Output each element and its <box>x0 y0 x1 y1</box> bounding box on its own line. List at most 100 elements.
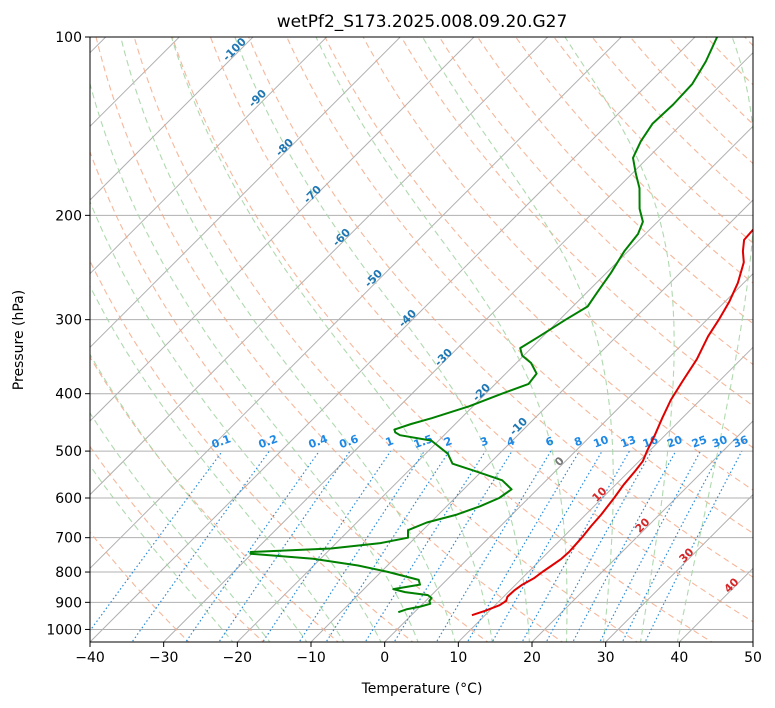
mixing-ratio-label: 0.4 <box>307 432 330 451</box>
moist-adiabat-line <box>90 464 234 642</box>
isotherm-line <box>90 37 475 422</box>
moist-adiabat-line <box>315 37 568 642</box>
y-tick-label: 700 <box>55 531 82 547</box>
adiabat-label: 20 <box>633 515 653 535</box>
x-tick-label: 20 <box>523 650 541 666</box>
moist-adiabat-line <box>120 37 456 642</box>
adiabat-label: 10 <box>590 484 610 504</box>
x-tick-label: 30 <box>597 650 615 666</box>
dry-adiabat-line <box>667 37 753 125</box>
mixing-ratio-label: 6 <box>544 434 556 449</box>
mixing-ratio-line <box>262 450 392 642</box>
isotherm-line <box>531 420 753 642</box>
mixing-ratio-line <box>325 450 450 642</box>
isotherm-line <box>90 37 623 570</box>
moist-adiabat-line <box>170 37 493 642</box>
isotherm-line <box>90 37 181 128</box>
x-tick-label: −40 <box>75 650 105 666</box>
dry-adiabat-line <box>400 37 753 407</box>
dry-adiabat-line <box>90 150 489 642</box>
mixing-ratio-label: 0.2 <box>257 432 280 451</box>
x-tick-label: 50 <box>744 650 762 666</box>
isotherm-line <box>90 37 696 642</box>
y-tick-label: 400 <box>55 387 82 403</box>
x-axis-ticks: −40 −30 −20 −10 0 10 20 30 40 50 <box>75 642 762 666</box>
dry-adiabat-line <box>705 37 753 86</box>
y-tick-label: 1000 <box>46 622 82 638</box>
y-tick-label: 500 <box>55 444 82 460</box>
mixing-ratio-line <box>435 450 552 642</box>
moist-adiabat-line <box>90 353 308 642</box>
dry-adiabat-line <box>438 37 753 366</box>
dry-adiabat-line <box>209 37 753 623</box>
dewpoint-line <box>249 37 719 614</box>
mixing-ratio-line <box>298 450 425 642</box>
dry-adiabat-line <box>324 37 753 491</box>
isotherm-line <box>457 346 753 642</box>
mixing-ratio-line <box>466 450 580 642</box>
isotherm-line <box>90 37 254 201</box>
mixing-ratio-label: 3 <box>478 434 490 449</box>
moist-adiabat-line <box>90 412 271 642</box>
mixing-ratio-label: 30 <box>710 433 729 451</box>
background-line-labels: 0.1 0.2 0.4 0.6 1 1.5 2 3 4 6 8 10 13 16 20 25 30 36-100-… <box>210 35 750 596</box>
mixing-ratio-line <box>644 450 743 642</box>
moist-adiabat-line <box>90 200 382 642</box>
dry-adiabat-line <box>95 37 564 642</box>
mixing-ratio-label: 25 <box>690 433 709 450</box>
y-tick-label: 200 <box>55 208 82 224</box>
mixing-ratio-label: 0.1 <box>210 432 233 451</box>
temperature-line <box>471 228 753 617</box>
x-tick-label: 40 <box>670 650 688 666</box>
isotherm-line <box>90 37 402 349</box>
y-tick-label: 900 <box>55 595 82 611</box>
mixing-ratio-line <box>185 450 320 642</box>
adiabat-label: -60 <box>330 226 353 249</box>
mixing-ratio-label: 4 <box>505 434 517 449</box>
isotherm-line <box>90 37 328 275</box>
plot-frame <box>89 36 754 643</box>
isotherm-line <box>752 641 753 642</box>
y-axis-label: Pressure (hPa) <box>11 290 27 390</box>
isotherm-line <box>90 37 549 496</box>
dry-adiabat-line <box>770 24 775 645</box>
mixing-ratio-label: 8 <box>572 434 584 449</box>
moist-adiabat-line <box>234 37 530 642</box>
mixing-ratio-line <box>572 450 677 642</box>
mixing-ratio-line <box>599 450 702 642</box>
moist-adiabat-line <box>676 37 753 642</box>
thermodynamic-background-lines <box>90 24 775 645</box>
sounding-series <box>249 37 753 617</box>
moist-adiabat-line <box>90 284 345 642</box>
mixing-ratio-line <box>621 450 722 642</box>
dry-adiabat-line <box>90 259 414 642</box>
mixing-ratio-label: 10 <box>592 433 611 451</box>
isotherm-line <box>383 272 753 642</box>
x-tick-label: −20 <box>223 650 253 666</box>
dry-adiabat-line <box>90 356 340 642</box>
dry-adiabat-line <box>90 445 265 642</box>
moist-adiabat-line <box>564 37 675 642</box>
adiabat-label: -40 <box>396 307 419 330</box>
x-axis-label: Temperature (°C) <box>361 681 483 697</box>
y-tick-label: 100 <box>55 30 82 46</box>
mixing-ratio-label: 0.6 <box>338 432 361 451</box>
adiabat-label: -80 <box>273 136 296 159</box>
adiabat-label: 40 <box>722 575 742 595</box>
dry-adiabat-line <box>515 37 753 284</box>
x-tick-label: 0 <box>380 650 389 666</box>
y-tick-label: 800 <box>55 565 82 581</box>
x-tick-label: −10 <box>296 650 326 666</box>
isotherm-line <box>162 51 753 642</box>
moist-adiabat-line <box>421 37 614 642</box>
dry-adiabat-line <box>743 37 753 47</box>
y-tick-label: 300 <box>55 313 82 329</box>
mixing-ratio-label: 2 <box>442 434 454 449</box>
x-tick-label: 10 <box>449 650 467 666</box>
adiabat-label: -100 <box>220 35 249 64</box>
dry-adiabat-line <box>286 37 753 534</box>
mixing-ratio-label: 36 <box>731 433 750 451</box>
mixing-ratio-line <box>364 450 486 642</box>
adiabat-label: -90 <box>246 87 269 110</box>
